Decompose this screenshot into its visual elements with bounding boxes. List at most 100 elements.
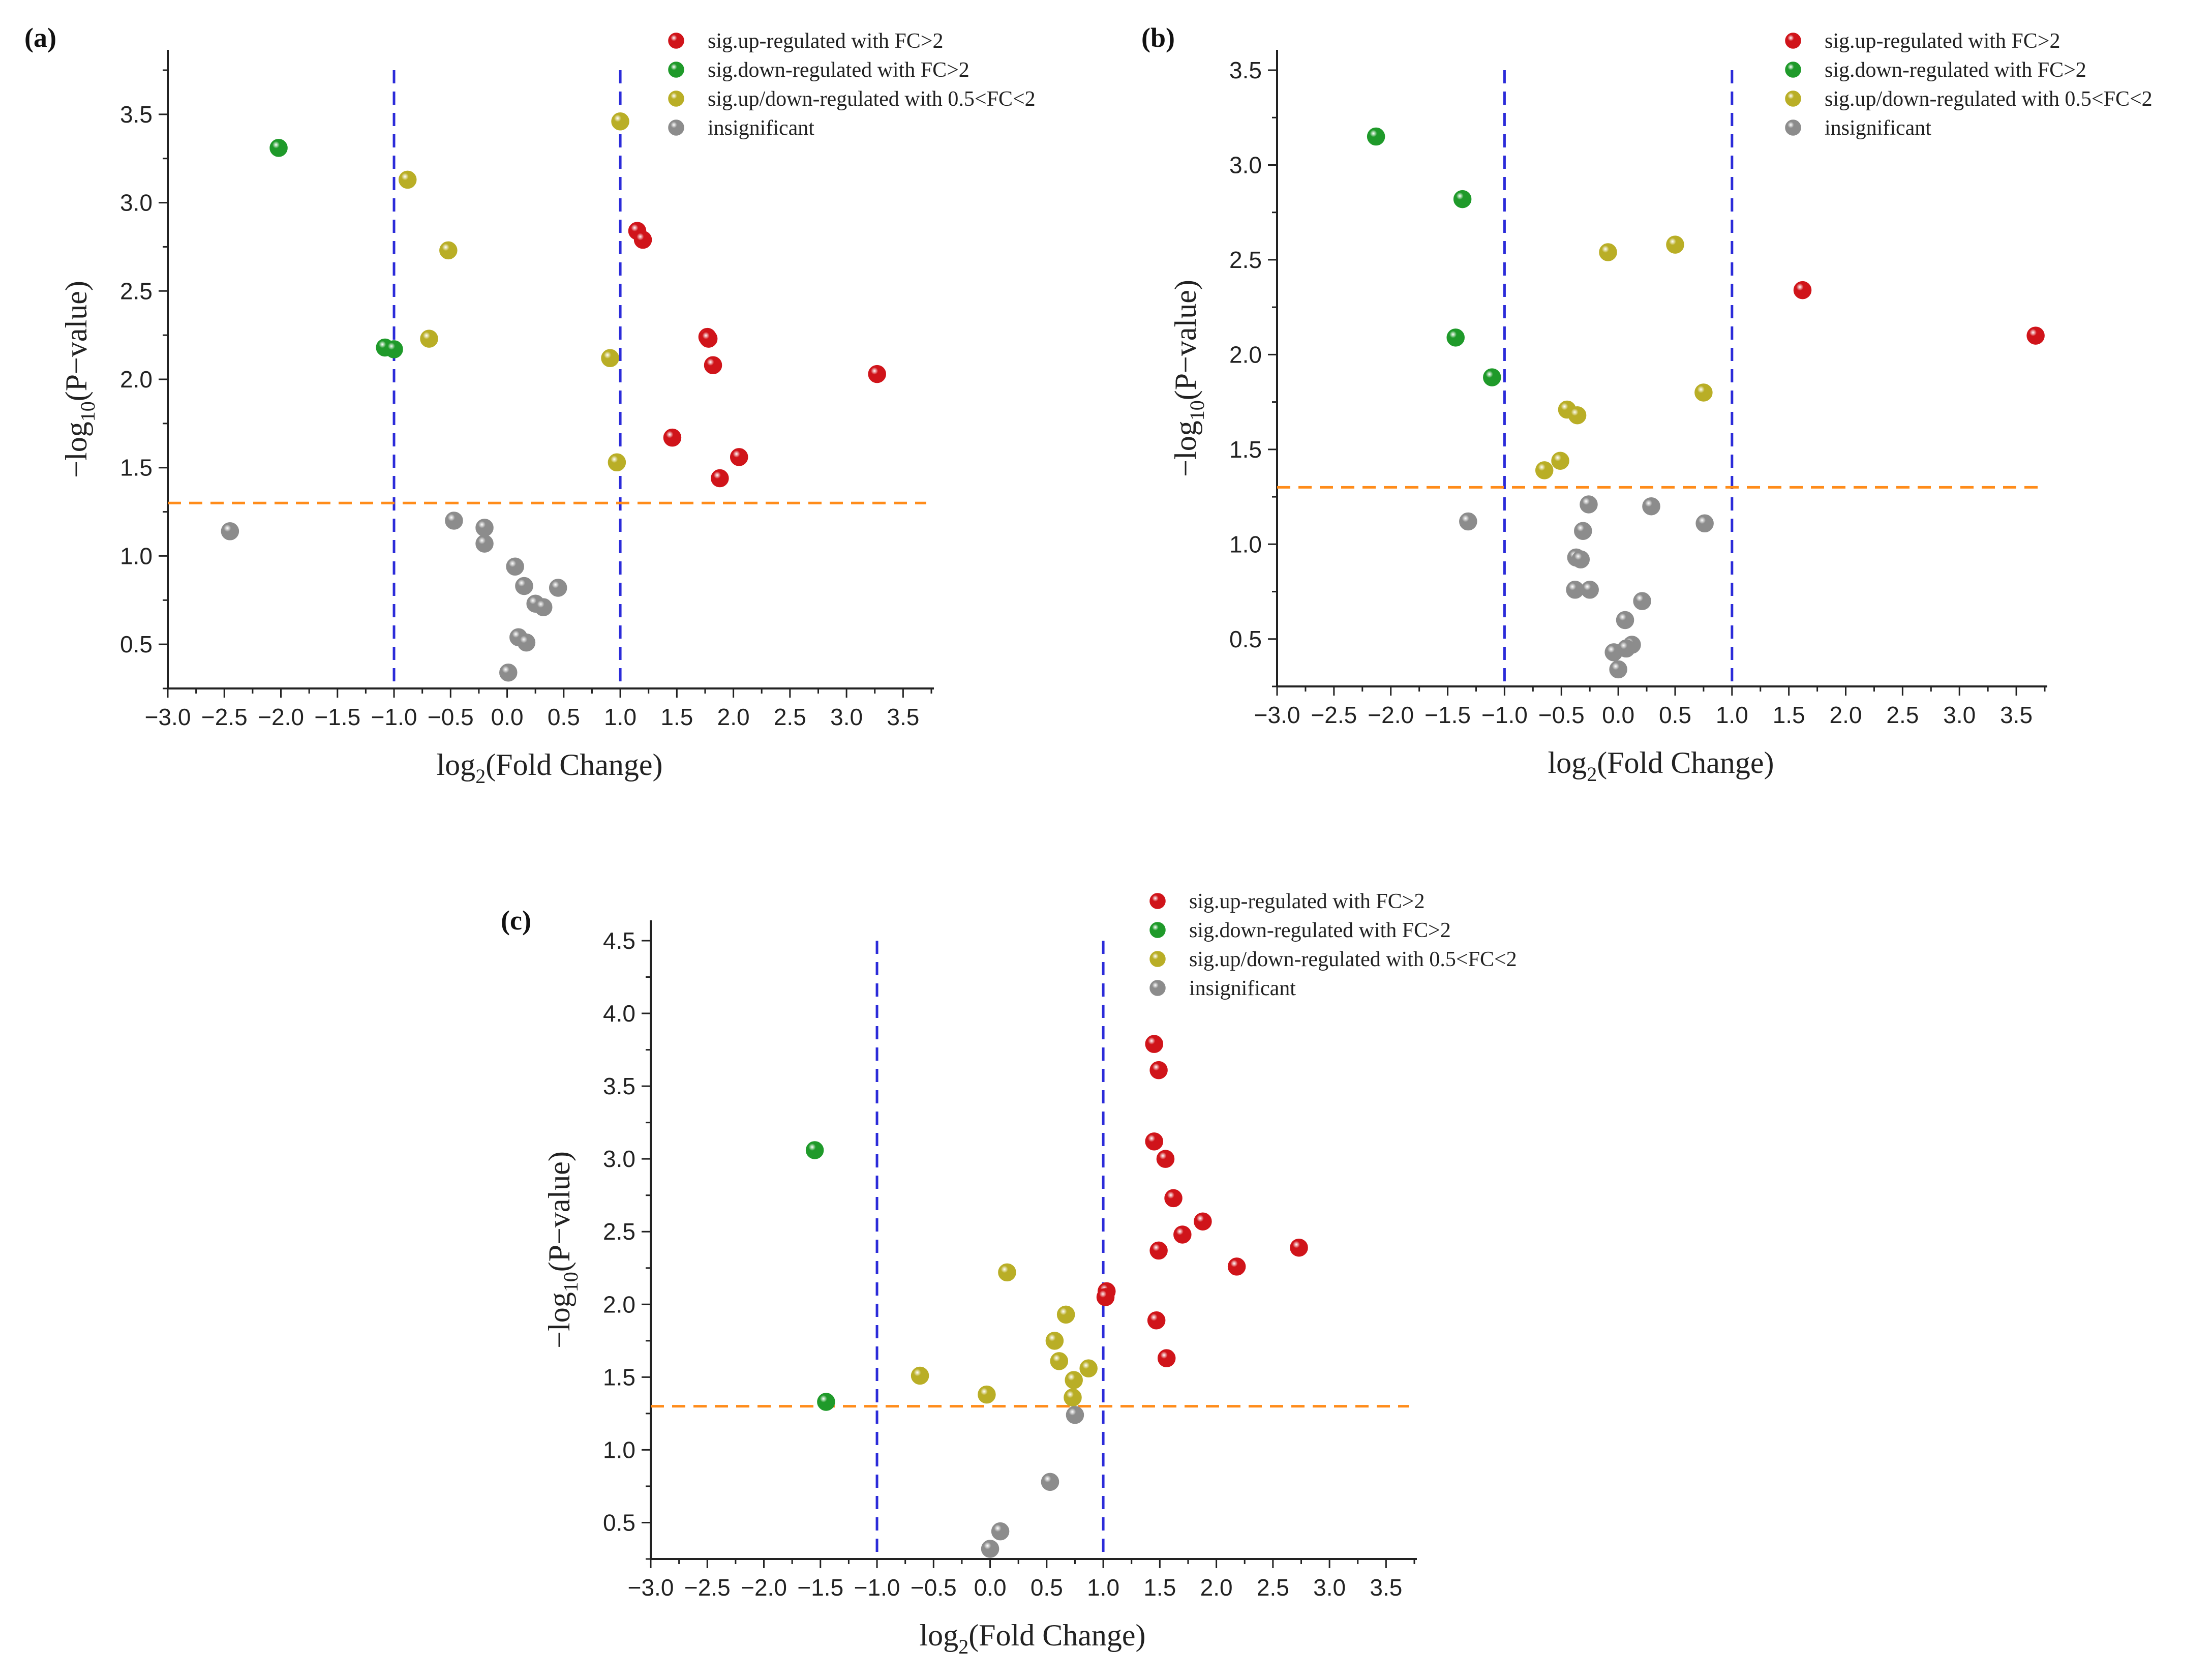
x-tick-label: 0.0: [1602, 702, 1634, 728]
data-point-mid: [1065, 1371, 1083, 1389]
legend-label-ns: insignificant: [1825, 116, 1931, 140]
data-point-mid: [1551, 452, 1569, 470]
data-point-ns: [1642, 497, 1660, 516]
x-tick-label: −2.0: [741, 1574, 787, 1601]
y-tick-label: 0.5: [120, 631, 153, 657]
x-tick-label: 1.5: [660, 704, 693, 730]
x-tick-label: 1.5: [1773, 702, 1805, 728]
x-tick-label: 0.5: [548, 704, 580, 730]
data-point-up: [1290, 1238, 1308, 1257]
data-point-ns: [981, 1540, 999, 1558]
y-tick-label: 4.5: [603, 927, 635, 954]
data-point-up: [1194, 1212, 1212, 1231]
y-tick-label: 2.5: [603, 1218, 635, 1245]
y-tick-label: 0.5: [1229, 626, 1262, 652]
panel-label: (a): [24, 22, 56, 53]
x-tick-label: −1.5: [1425, 702, 1471, 728]
data-point-up: [704, 356, 722, 374]
legend-marker-mid: [1149, 951, 1166, 967]
x-tick-label: 1.0: [1716, 702, 1748, 728]
x-axis-title: log2(Fold Change): [1548, 746, 1774, 786]
data-point-mid: [998, 1263, 1016, 1282]
data-point-up: [1149, 1241, 1168, 1260]
data-point-up: [1147, 1311, 1166, 1330]
x-axis-title: log2(Fold Change): [437, 748, 663, 788]
data-point-ns: [1066, 1405, 1084, 1424]
legend-label-up: sig.up-regulated with FC>2: [1825, 29, 2060, 53]
y-tick-label: 2.0: [603, 1291, 635, 1317]
y-tick-label: 2.5: [1229, 247, 1262, 273]
data-point-up: [868, 365, 886, 383]
data-point-ns: [1581, 581, 1599, 599]
x-tick-label: −2.5: [201, 704, 248, 730]
data-point-up: [1157, 1349, 1176, 1367]
data-point-ns: [517, 633, 536, 652]
y-tick-label: 3.5: [603, 1073, 635, 1099]
y-tick-label: 2.0: [1229, 341, 1262, 368]
data-point-ns: [445, 512, 463, 530]
data-point-down: [269, 139, 288, 157]
data-point-ns: [1604, 643, 1623, 662]
x-tick-label: −1.5: [314, 704, 360, 730]
data-point-mid: [978, 1385, 996, 1404]
data-point-ns: [1609, 660, 1627, 679]
legend-label-up: sig.up-regulated with FC>2: [708, 29, 943, 53]
data-point-up: [699, 329, 718, 348]
x-tick-label: 3.5: [2000, 702, 2033, 728]
x-tick-label: −2.5: [684, 1574, 731, 1601]
panel-label: (b): [1141, 22, 1175, 53]
data-point-down: [817, 1393, 835, 1411]
data-point-up: [1227, 1257, 1246, 1276]
volcano-plot-c: (c) −3.0 −2.5 −2.0 −1.5 −1.0 −0.5 0.0 0.5 1.0 1.5 2…: [501, 890, 1517, 1658]
legend-label-down: sig.down-regulated with FC>2: [708, 58, 969, 82]
legend-label-mid: sig.up/down-regulated with 0.5<FC<2: [1189, 948, 1517, 971]
data-point-down: [1367, 127, 1385, 146]
legend-label-mid: sig.up/down-regulated with 0.5<FC<2: [1825, 87, 2153, 111]
y-tick-label: 3.5: [1229, 57, 1262, 83]
y-tick-label: 0.5: [603, 1509, 635, 1536]
data-point-ns: [991, 1522, 1010, 1541]
data-point-up: [1156, 1150, 1175, 1168]
data-point-mid: [420, 329, 438, 348]
legend-label-ns: insignificant: [1189, 977, 1296, 1000]
data-point-ns: [1580, 495, 1598, 514]
x-tick-label: −0.5: [1538, 702, 1585, 728]
data-point-mid: [1079, 1359, 1098, 1377]
x-tick-label: 2.0: [717, 704, 750, 730]
data-point-mid: [1056, 1305, 1075, 1324]
x-tick-label: −0.5: [428, 704, 474, 730]
x-tick-label: 0.0: [491, 704, 524, 730]
volcano-plot-a: (a) −3.0 −2.5 −2.0 −1.5 −1.0 −0.5 0.0 0.5 1.0 1.5 2…: [24, 22, 1036, 788]
x-tick-label: −1.0: [371, 704, 417, 730]
x-tick-label: 1.0: [1087, 1574, 1119, 1601]
data-point-ns: [499, 663, 518, 682]
y-tick-label: 3.0: [120, 190, 153, 216]
data-point-mid: [608, 453, 626, 472]
x-tick-label: 0.0: [974, 1574, 1007, 1601]
data-point-mid: [1050, 1352, 1069, 1370]
data-point-mid: [1568, 406, 1587, 425]
data-point-ns: [549, 579, 567, 597]
legend-marker-up: [1149, 893, 1166, 909]
data-point-up: [1145, 1132, 1163, 1151]
legend-marker-mid: [668, 91, 684, 107]
data-point-down: [1446, 328, 1465, 347]
x-tick-label: 2.5: [774, 704, 806, 730]
y-tick-label: 1.5: [1229, 436, 1262, 463]
data-point-mid: [1535, 461, 1554, 479]
data-point-mid: [611, 112, 629, 131]
x-tick-label: −1.0: [1481, 702, 1528, 728]
data-point-up: [663, 428, 682, 447]
x-tick-label: −2.0: [258, 704, 304, 730]
panel-label: (c): [501, 905, 531, 936]
data-point-mid: [1666, 235, 1684, 254]
data-point-ns: [1041, 1473, 1059, 1491]
data-point-up: [1149, 1061, 1168, 1079]
y-tick-label: 2.5: [120, 278, 153, 304]
data-point-ns: [1571, 550, 1590, 568]
x-tick-label: −2.5: [1311, 702, 1357, 728]
x-axis-title: log2(Fold Change): [920, 1618, 1146, 1658]
x-tick-label: −3.0: [145, 704, 191, 730]
volcano-plot-b: (b) −3.0 −2.5 −2.0 −1.5 −1.0 −0.5 0.0 0.5 1.0 1.5 2…: [1141, 22, 2153, 786]
legend-marker-down: [668, 62, 684, 78]
